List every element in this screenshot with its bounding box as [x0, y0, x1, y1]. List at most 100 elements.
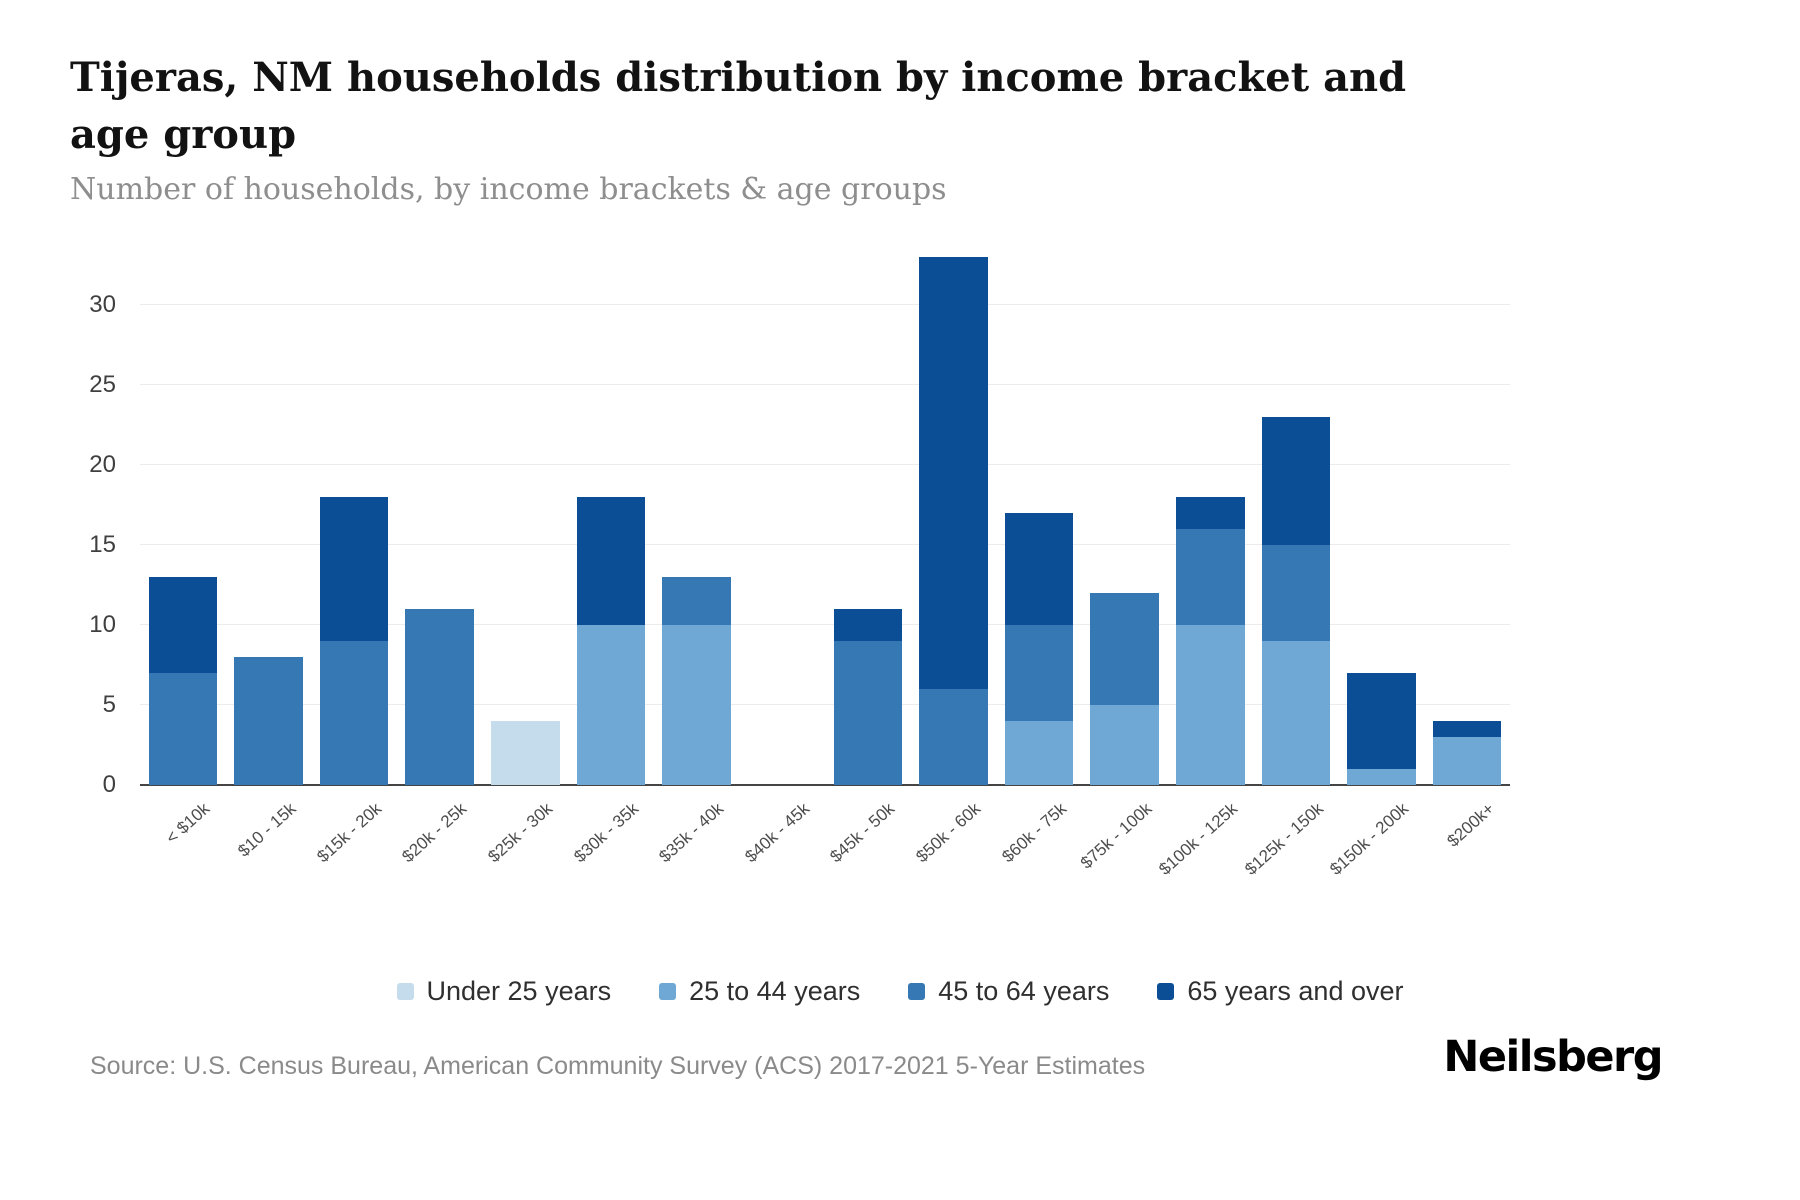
bar-column: $75k - 100k — [1077, 257, 1168, 873]
gridline — [140, 464, 1510, 465]
bar-segment — [919, 689, 988, 785]
x-tick-label: $15k - 20k — [313, 799, 385, 867]
y-tick-label: 5 — [102, 691, 116, 718]
legend-label: 45 to 64 years — [938, 976, 1110, 1006]
bar-segment — [234, 657, 303, 785]
bar-segment — [319, 641, 389, 785]
x-tick-label: $200k+ — [1443, 799, 1498, 851]
stacked-bar — [319, 497, 389, 785]
chart-subtitle: Number of households, by income brackets… — [70, 172, 947, 207]
x-tick-label: $50k - 60k — [912, 799, 985, 867]
chart-title: Tijeras, NM households distribution by i… — [70, 54, 1407, 158]
bar-segment — [1347, 673, 1416, 769]
x-tick-label: $10 - 15k — [233, 799, 300, 861]
bar-segment — [405, 609, 474, 785]
x-tick-label: $30k - 35k — [569, 799, 642, 867]
bar-column: $125k - 150k — [1241, 257, 1339, 879]
stacked-bar — [405, 609, 474, 785]
stacked-bar — [234, 657, 303, 785]
bar-segment — [319, 497, 389, 641]
bar-segment — [833, 641, 903, 785]
bar-column: < $10k — [140, 257, 226, 848]
bar-column: $10 - 15k — [226, 257, 312, 861]
y-tick-label: 30 — [89, 291, 116, 318]
bar-segment — [1004, 721, 1074, 785]
bar-segment — [148, 673, 218, 785]
x-tick-label: $40k - 45k — [741, 799, 813, 867]
bar-segment — [1090, 705, 1159, 785]
x-tick-label: $45k - 50k — [826, 799, 899, 867]
bar-segment — [919, 257, 988, 689]
gridline — [140, 624, 1510, 625]
stacked-bar — [148, 577, 218, 785]
y-tick-label: 20 — [89, 451, 116, 478]
bar-column: $45k - 50k — [825, 257, 911, 866]
legend-swatch — [908, 983, 926, 1000]
bar-segment — [576, 625, 646, 785]
legend: Under 25 years 25 to 44 years 45 to 64 yea… — [0, 976, 1800, 1007]
bar-segment — [1261, 417, 1331, 545]
legend-label: 25 to 44 years — [689, 976, 861, 1006]
x-tick-label: $150k - 200k — [1326, 799, 1413, 879]
bar-segment — [833, 609, 903, 641]
bar-column: $60k - 75k — [996, 257, 1082, 866]
bar-column: $20k - 25k — [397, 257, 483, 866]
stacked-bar — [491, 721, 560, 785]
stacked-bar — [1347, 673, 1416, 785]
bar-segment — [1261, 641, 1331, 785]
bar-column: $50k - 60k — [911, 257, 997, 866]
bar-segment — [662, 577, 731, 625]
stacked-bar — [576, 497, 646, 785]
stacked-bar — [1261, 417, 1331, 785]
legend-label: 65 years and over — [1187, 976, 1404, 1006]
stacked-bar — [1004, 513, 1074, 785]
x-tick-label: $35k - 40k — [655, 799, 728, 867]
bar-segment — [491, 721, 560, 785]
x-tick-label: $20k - 25k — [398, 799, 471, 867]
gridline — [140, 544, 1510, 545]
gridline — [140, 384, 1510, 385]
stacked-bar — [662, 577, 731, 785]
bar-segment — [1176, 497, 1245, 529]
x-tick-label: $125k - 150k — [1240, 799, 1327, 879]
legend-swatch — [659, 983, 677, 1000]
stacked-bar — [833, 609, 903, 785]
bar-segment — [1261, 545, 1331, 641]
stacked-bar — [1090, 593, 1159, 785]
stacked-bar — [919, 257, 988, 785]
x-tick-label: $60k - 75k — [998, 799, 1070, 867]
x-axis-line — [140, 784, 1510, 786]
bar-column: $25k - 30k — [483, 257, 569, 866]
stacked-bar — [1176, 497, 1245, 785]
legend-item[interactable]: 25 to 44 years — [659, 976, 860, 1007]
legend-item[interactable]: 65 years and over — [1157, 976, 1404, 1007]
bar-column: $15k - 20k — [311, 257, 397, 866]
plot-area: < $10k $10 - 15k $15k - 20k $20k - 25k $25k … — [140, 257, 1510, 879]
bar-column: $150k - 200k — [1327, 257, 1425, 879]
x-tick-label: $75k - 100k — [1076, 799, 1156, 873]
bar-segment — [1432, 721, 1502, 737]
bar-segment — [576, 497, 646, 625]
legend-label: Under 25 years — [426, 976, 612, 1006]
bar-column: $40k - 45k — [739, 257, 825, 866]
bar-segment — [1090, 593, 1159, 705]
bar-column: $35k - 40k — [654, 257, 740, 866]
y-axis: 0 5 10 15 20 25 30 — [50, 257, 130, 798]
legend-item[interactable]: Under 25 years — [396, 976, 612, 1007]
bar-segment — [1432, 737, 1502, 785]
bar-column: $100k - 125k — [1155, 257, 1254, 879]
x-tick-label: $25k - 30k — [484, 799, 557, 867]
stacked-bar — [1432, 721, 1502, 785]
bar-column: $200k+ — [1424, 257, 1510, 851]
bar-segment — [1176, 529, 1245, 625]
bar-segment — [1347, 769, 1416, 785]
bar-segment — [662, 625, 731, 785]
y-tick-label: 10 — [89, 611, 116, 638]
y-tick-label: 25 — [89, 371, 116, 398]
x-tick-label: < $10k — [162, 799, 214, 848]
gridline — [140, 304, 1510, 305]
source-text: Source: U.S. Census Bureau, American Com… — [90, 1052, 1146, 1080]
legend-item[interactable]: 45 to 64 years — [908, 976, 1109, 1007]
bar-segment — [148, 577, 218, 673]
y-tick-label: 15 — [89, 531, 116, 558]
